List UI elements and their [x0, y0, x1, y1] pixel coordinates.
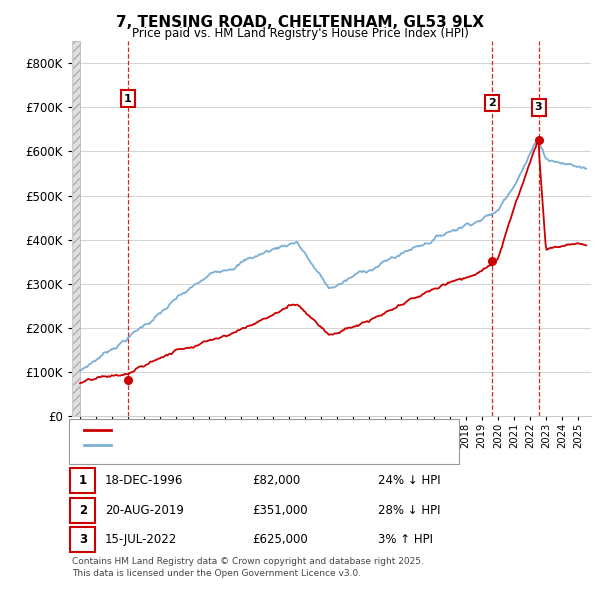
Text: £625,000: £625,000: [252, 533, 308, 546]
Text: 20-AUG-2019: 20-AUG-2019: [105, 504, 184, 517]
Text: Contains HM Land Registry data © Crown copyright and database right 2025.: Contains HM Land Registry data © Crown c…: [72, 558, 424, 566]
Text: 2: 2: [79, 504, 87, 517]
Text: 3: 3: [79, 533, 87, 546]
Text: 1: 1: [124, 94, 131, 104]
Text: 2: 2: [488, 98, 496, 108]
Text: 24% ↓ HPI: 24% ↓ HPI: [378, 474, 440, 487]
Text: 15-JUL-2022: 15-JUL-2022: [105, 533, 177, 546]
Text: 18-DEC-1996: 18-DEC-1996: [105, 474, 184, 487]
Text: 3% ↑ HPI: 3% ↑ HPI: [378, 533, 433, 546]
Text: Price paid vs. HM Land Registry's House Price Index (HPI): Price paid vs. HM Land Registry's House …: [131, 27, 469, 40]
Text: 7, TENSING ROAD, CHELTENHAM, GL53 9LX (detached house): 7, TENSING ROAD, CHELTENHAM, GL53 9LX (d…: [117, 425, 455, 435]
Text: 3: 3: [535, 103, 542, 113]
Text: 7, TENSING ROAD, CHELTENHAM, GL53 9LX: 7, TENSING ROAD, CHELTENHAM, GL53 9LX: [116, 15, 484, 30]
Text: 28% ↓ HPI: 28% ↓ HPI: [378, 504, 440, 517]
Text: HPI: Average price, detached house, Cheltenham: HPI: Average price, detached house, Chel…: [117, 440, 386, 450]
Text: This data is licensed under the Open Government Licence v3.0.: This data is licensed under the Open Gov…: [72, 569, 361, 578]
Text: 1: 1: [79, 474, 87, 487]
Text: £82,000: £82,000: [252, 474, 300, 487]
Bar: [72, 41, 80, 416]
Text: £351,000: £351,000: [252, 504, 308, 517]
